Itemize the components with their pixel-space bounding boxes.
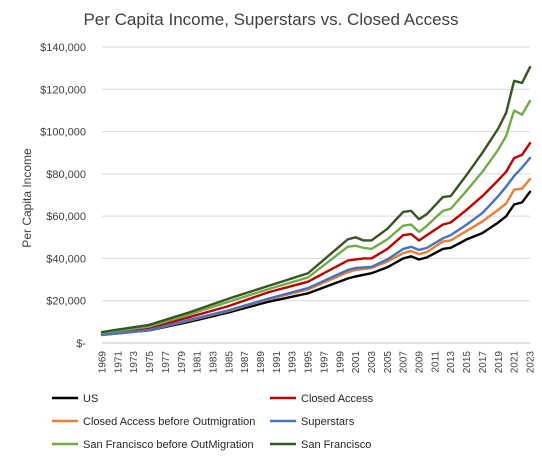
x-tick-label: 1989 [256, 351, 267, 374]
legend-label-san-francisco: San Francisco [301, 439, 371, 451]
gridlines [102, 46, 530, 344]
series-line-closed-access [100, 142, 532, 335]
y-tick-label: $40,000 [46, 253, 86, 265]
x-tick-label: 1995 [304, 351, 315, 374]
y-tick-label: $80,000 [46, 169, 86, 181]
x-tick-label: 2019 [494, 351, 505, 374]
x-tick-label: 2023 [526, 351, 537, 374]
x-tick-label: 2005 [383, 351, 394, 374]
series-line-san-francisco-before-outmigration [100, 99, 532, 335]
x-tick-label: 1981 [193, 351, 204, 374]
y-axis-label: Per Capita Income [20, 148, 34, 248]
x-tick-label: 2021 [510, 351, 521, 374]
x-tick-label: 2015 [462, 351, 473, 374]
y-axis-ticks: $- $20,000 $40,000 $60,000 $80,000 $100,000 $1… [40, 42, 86, 350]
x-tick-label: 2017 [478, 351, 489, 374]
series-line-us [100, 190, 532, 337]
legend: US Closed Access Closed Access before Outm… [52, 393, 374, 451]
x-axis-ticks: 1969 1971 1973 1975 1977 1979 1981 1983 1985 1987… [98, 351, 537, 374]
x-tick-label: 1983 [208, 351, 219, 374]
x-tick-label: 1997 [319, 351, 330, 374]
y-tick-label: $20,000 [46, 296, 86, 308]
x-tick-label: 1977 [161, 351, 172, 374]
series-lines [100, 65, 532, 337]
chart-title: Per Capita Income, Superstars vs. Closed… [83, 10, 458, 29]
y-tick-label: $140,000 [40, 42, 86, 54]
x-tick-label: 1975 [145, 351, 156, 374]
x-tick-label: 2007 [399, 351, 410, 374]
legend-label-us: US [83, 393, 98, 405]
series-line-superstars [100, 156, 532, 336]
series-line-closed-access-before-outmigration [100, 177, 532, 337]
x-tick-label: 1985 [224, 351, 235, 374]
x-tick-label: 2001 [351, 351, 362, 374]
y-tick-label: $120,000 [40, 84, 86, 96]
legend-label-closed-access-before-outmigration: Closed Access before Outmigration [83, 416, 255, 428]
x-tick-label: 2003 [367, 351, 378, 374]
x-tick-label: 1973 [129, 351, 140, 374]
x-tick-label: 1987 [240, 351, 251, 374]
legend-label-san-francisco-before-outmigration: San Francisco before OutMigration [83, 439, 254, 451]
x-tick-label: 1991 [272, 351, 283, 374]
x-tick-label: 1979 [177, 351, 188, 374]
x-tick-label: 2011 [430, 351, 441, 373]
x-tick-label: 1971 [113, 351, 124, 374]
x-tick-label: 1993 [288, 351, 299, 374]
legend-label-superstars: Superstars [301, 416, 355, 428]
x-tick-label: 1969 [98, 351, 109, 374]
x-tick-label: 1999 [335, 351, 346, 374]
legend-label-closed-access: Closed Access [301, 393, 374, 405]
y-tick-label: $60,000 [46, 211, 86, 223]
x-tick-label: 2009 [415, 351, 426, 374]
series-line-san-francisco [100, 65, 532, 334]
y-tick-label: $100,000 [40, 127, 86, 139]
x-tick-label: 2013 [446, 351, 457, 374]
y-tick-label: $- [76, 338, 86, 350]
